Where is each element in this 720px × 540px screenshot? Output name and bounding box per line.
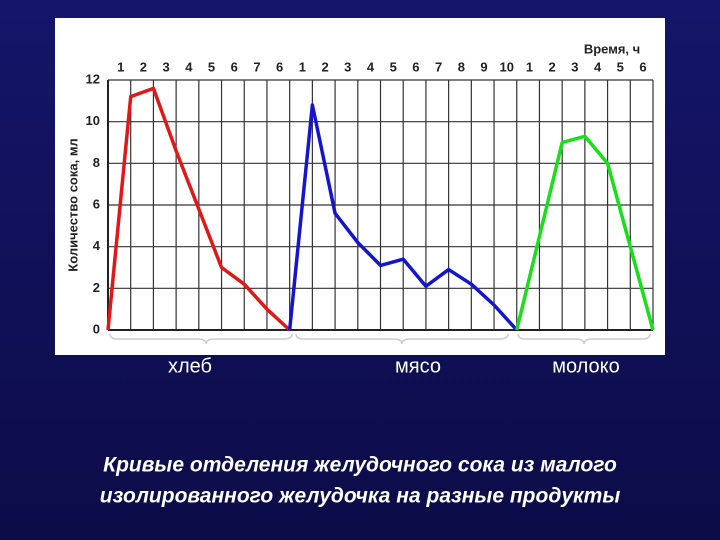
x-tick-label: 6 <box>412 59 419 74</box>
series-label: мясо <box>395 355 441 377</box>
x-tick-label: 9 <box>480 59 487 74</box>
x-tick-label: 1 <box>299 59 306 74</box>
caption: Кривые отделения желудочного сока из мал… <box>103 454 617 477</box>
series-label: молоко <box>552 355 620 377</box>
x-axis-title: Время, ч <box>584 41 640 56</box>
y-tick-label: 10 <box>86 113 100 128</box>
x-tick-label: 7 <box>435 59 442 74</box>
x-tick-label: 4 <box>367 59 375 74</box>
series-label: хлеб <box>168 355 212 377</box>
x-tick-label: 5 <box>208 59 215 74</box>
x-tick-label: 4 <box>185 59 193 74</box>
chart-image <box>55 18 665 355</box>
series-line <box>515 134 655 331</box>
x-tick-label: 3 <box>571 59 578 74</box>
x-tick-label: 8 <box>458 59 465 74</box>
caption: изолированного желудочка на разные проду… <box>100 485 621 508</box>
x-tick-label: 2 <box>549 59 556 74</box>
x-tick-label: 3 <box>344 59 351 74</box>
x-tick-label: 2 <box>321 59 328 74</box>
series-line <box>106 86 291 332</box>
x-tick-label: 2 <box>140 59 147 74</box>
y-tick-label: 2 <box>93 280 100 295</box>
y-tick-label: 8 <box>93 155 100 170</box>
brace <box>295 333 509 345</box>
x-tick-label: 6 <box>276 59 283 74</box>
y-tick-label: 4 <box>93 238 101 253</box>
series-line <box>287 103 519 332</box>
x-tick-label: 6 <box>231 59 238 74</box>
x-tick-label: 5 <box>617 59 624 74</box>
x-tick-label: 1 <box>117 59 124 74</box>
x-tick-label: 4 <box>594 59 602 74</box>
x-tick-label: 6 <box>639 59 646 74</box>
y-tick-label: 0 <box>93 321 100 336</box>
x-tick-label: 1 <box>526 59 533 74</box>
y-axis-title: Количество сока, мл <box>65 138 80 271</box>
x-tick-label: 7 <box>253 59 260 74</box>
brace <box>109 333 293 345</box>
brace <box>517 333 651 345</box>
y-tick-label: 12 <box>86 71 100 86</box>
x-tick-label: 3 <box>163 59 170 74</box>
plot <box>108 79 654 331</box>
y-tick-label: 6 <box>93 196 100 211</box>
x-tick-label: 10 <box>500 59 514 74</box>
x-tick-label: 5 <box>390 59 397 74</box>
